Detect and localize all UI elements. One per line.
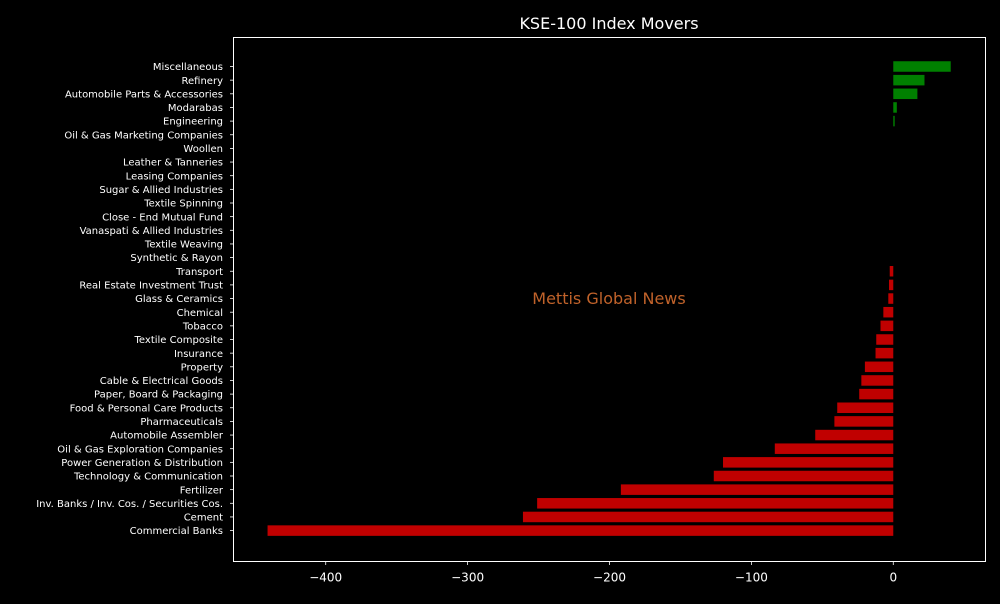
x-tick-label: −300: [451, 571, 484, 585]
category-label-transport: Transport: [175, 267, 223, 278]
category-label-woollen: Woollen: [183, 144, 223, 155]
bar-tobacco: [880, 320, 894, 332]
chart-title: KSE-100 Index Movers: [519, 14, 698, 33]
bar-engineering: [893, 115, 895, 127]
category-label-close-end-mutual-fund: Close - End Mutual Fund: [102, 212, 223, 223]
bar-chemical: [883, 306, 894, 318]
bar-cement: [522, 511, 894, 523]
x-tick-label: 0: [889, 571, 897, 585]
category-label-sugar-allied-industries: Sugar & Allied Industries: [99, 185, 223, 196]
plot-area-frame: [233, 37, 986, 562]
category-label-textile-weaving: Textile Weaving: [144, 240, 223, 251]
category-label-insurance: Insurance: [174, 349, 223, 360]
bar-miscellaneous: [893, 61, 951, 72]
category-label-miscellaneous: Miscellaneous: [153, 62, 223, 73]
category-label-oil-gas-marketing-companies: Oil & Gas Marketing Companies: [64, 130, 223, 141]
x-tick-label: −400: [309, 571, 342, 585]
bar-transport: [889, 266, 894, 277]
category-label-commercial-banks: Commercial Banks: [130, 526, 223, 537]
x-tick-label: −200: [593, 571, 626, 585]
category-label-inv-banks-inv-cos-securities-cos: Inv. Banks / Inv. Cos. / Securities Cos.: [36, 499, 223, 510]
category-label-fertilizer: Fertilizer: [180, 485, 224, 496]
category-label-synthetic-rayon: Synthetic & Rayon: [130, 253, 223, 264]
x-tick-label: −100: [735, 571, 768, 585]
bar-oil-gas-exploration-companies: [774, 443, 894, 454]
bar-pharmaceuticals: [834, 416, 894, 427]
bar-food-personal-care-products: [837, 402, 894, 413]
bar-technology-communication: [713, 470, 894, 482]
category-label-refinery: Refinery: [182, 76, 224, 87]
watermark-text: Mettis Global News: [532, 289, 685, 308]
category-label-cable-electrical-goods: Cable & Electrical Goods: [100, 376, 223, 387]
bar-refinery: [893, 74, 925, 86]
category-label-glass-ceramics: Glass & Ceramics: [135, 294, 223, 305]
bar-cable-electrical-goods: [861, 375, 894, 386]
bar-paper-board-packaging: [859, 388, 894, 400]
bar-inv-banks-inv-cos-securities-cos: [537, 498, 894, 509]
category-label-leasing-companies: Leasing Companies: [126, 171, 223, 182]
category-label-technology-communication: Technology & Communication: [73, 472, 223, 483]
category-labels: Miscellaneous Refinery Automobile Parts & …: [36, 62, 234, 537]
bar-real-estate-investment-trust: [889, 279, 894, 291]
category-label-oil-gas-exploration-companies: Oil & Gas Exploration Companies: [57, 444, 223, 455]
bar-textile-composite: [876, 334, 894, 345]
bar-automobile-parts-accessories: [893, 88, 918, 100]
bar-automobile-assembler: [815, 429, 894, 441]
category-label-textile-composite: Textile Composite: [134, 335, 223, 346]
category-label-property: Property: [181, 362, 223, 373]
bar-fertilizer: [620, 484, 894, 495]
category-label-tobacco: Tobacco: [182, 321, 223, 332]
bars-layer: [267, 61, 951, 536]
category-label-paper-board-packaging: Paper, Board & Packaging: [94, 390, 223, 401]
bar-modarabas: [893, 102, 897, 113]
category-label-modarabas: Modarabas: [168, 103, 223, 114]
category-label-power-generation-distribution: Power Generation & Distribution: [61, 458, 223, 469]
category-label-automobile-parts-accessories: Automobile Parts & Accessories: [65, 89, 223, 100]
category-label-textile-spinning: Textile Spinning: [143, 199, 223, 210]
bar-insurance: [875, 347, 894, 359]
bar-power-generation-distribution: [723, 457, 894, 468]
category-label-cement: Cement: [184, 513, 223, 524]
category-label-engineering: Engineering: [163, 117, 223, 128]
category-label-automobile-assembler: Automobile Assembler: [110, 431, 224, 442]
bar-glass-ceramics: [888, 293, 894, 304]
category-label-food-personal-care-products: Food & Personal Care Products: [70, 403, 223, 414]
bar-property: [864, 361, 894, 373]
x-axis-ticks: −400 −300 −200 −100 0: [309, 561, 897, 585]
category-label-leather-tanneries: Leather & Tanneries: [123, 158, 223, 169]
category-label-chemical: Chemical: [177, 308, 223, 319]
category-label-pharmaceuticals: Pharmaceuticals: [140, 417, 223, 428]
category-label-real-estate-investment-trust: Real Estate Investment Trust: [79, 281, 223, 292]
category-label-vanaspati-allied-industries: Vanaspati & Allied Industries: [80, 226, 223, 237]
bar-commercial-banks: [267, 525, 894, 536]
